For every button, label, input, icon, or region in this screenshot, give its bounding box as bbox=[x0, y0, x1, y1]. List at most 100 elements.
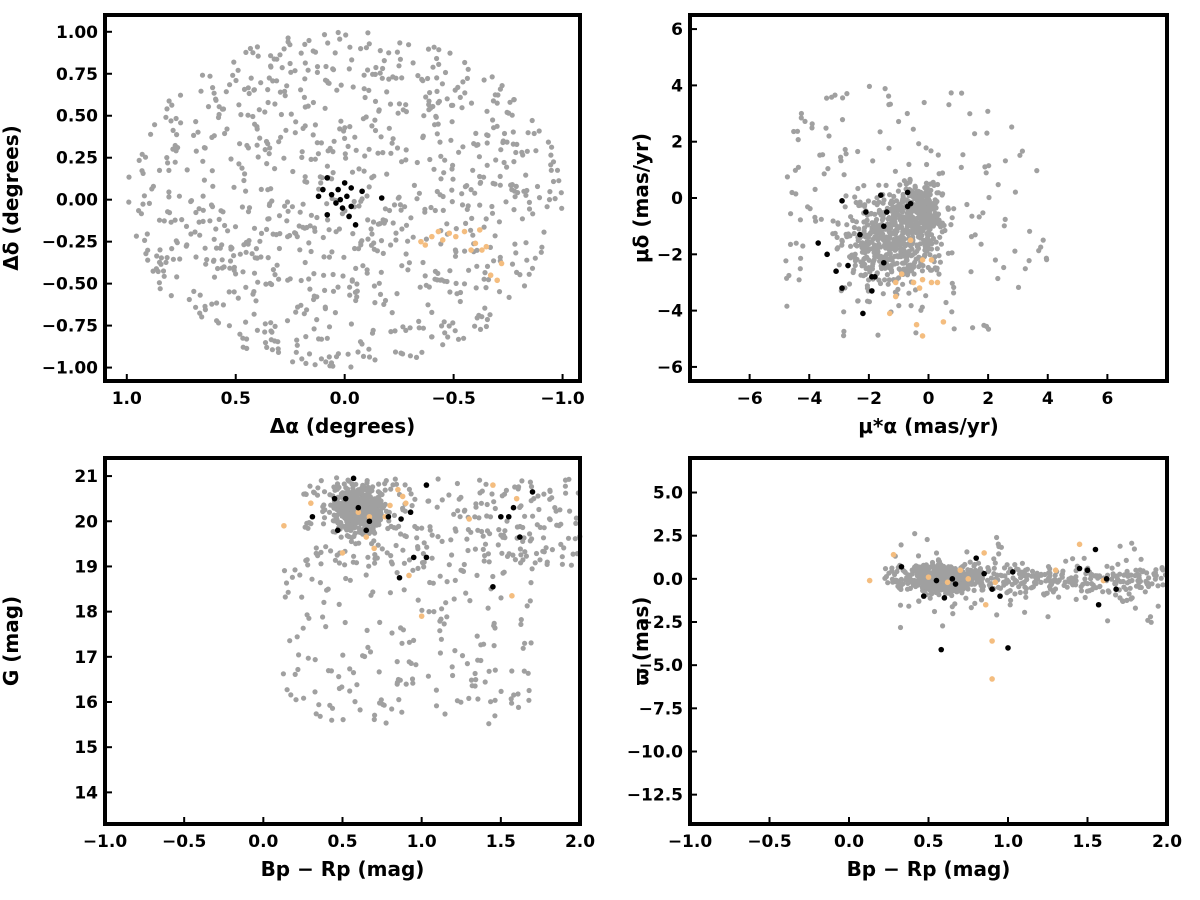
field-star-point bbox=[386, 207, 393, 214]
field-star-point bbox=[920, 200, 927, 206]
field-star-point bbox=[1040, 237, 1046, 243]
y-tick-label: 2.5 bbox=[653, 527, 683, 547]
field-star-point bbox=[1070, 556, 1076, 562]
field-star-point bbox=[265, 87, 271, 93]
field-star-point bbox=[136, 157, 142, 163]
field-star-point bbox=[359, 341, 365, 347]
field-star-point bbox=[530, 513, 536, 519]
field-star-point bbox=[335, 284, 341, 290]
field-star-point bbox=[210, 85, 216, 91]
field-star-point bbox=[849, 252, 855, 258]
field-star-point bbox=[197, 292, 203, 298]
field-star-point bbox=[354, 492, 361, 498]
field-star-point bbox=[158, 261, 164, 267]
field-star-point bbox=[1033, 575, 1039, 581]
field-star-point bbox=[297, 247, 303, 253]
field-star-point bbox=[1052, 572, 1058, 578]
field-star-point bbox=[365, 67, 371, 73]
field-star-point bbox=[292, 68, 298, 74]
field-star-point bbox=[277, 52, 283, 58]
field-star-point bbox=[562, 483, 569, 489]
field-star-point bbox=[1078, 588, 1085, 594]
field-star-point bbox=[522, 640, 528, 646]
field-star-point bbox=[483, 323, 489, 330]
field-star-point bbox=[336, 226, 342, 232]
field-star-point bbox=[399, 159, 405, 165]
field-star-point bbox=[301, 695, 307, 701]
field-star-point bbox=[302, 41, 308, 48]
group2-star-point bbox=[479, 247, 485, 253]
field-star-point bbox=[388, 150, 394, 156]
y-tick-label: −7.5 bbox=[639, 699, 683, 719]
field-star-point bbox=[378, 134, 384, 140]
field-star-point bbox=[933, 585, 939, 591]
cluster-star-point bbox=[880, 223, 887, 229]
field-star-point bbox=[860, 260, 866, 266]
field-star-point bbox=[275, 346, 281, 352]
field-star-point bbox=[1047, 566, 1053, 572]
x-tick-label: 0.5 bbox=[221, 389, 251, 409]
field-star-point bbox=[387, 590, 393, 596]
field-star-point bbox=[245, 145, 251, 151]
field-star-point bbox=[870, 259, 876, 265]
group2-star-point bbox=[490, 482, 496, 488]
field-star-point bbox=[183, 223, 190, 229]
field-star-point bbox=[482, 270, 488, 276]
field-star-point bbox=[452, 87, 458, 93]
field-star-point bbox=[336, 484, 342, 490]
field-star-point bbox=[302, 104, 308, 110]
field-star-point bbox=[501, 159, 507, 166]
field-star-point bbox=[372, 517, 378, 523]
field-star-point bbox=[255, 53, 261, 59]
field-star-point bbox=[264, 226, 270, 232]
field-star-point bbox=[397, 40, 403, 46]
field-star-point bbox=[376, 669, 382, 675]
x-tick-label: 2.0 bbox=[1152, 832, 1182, 852]
field-star-point bbox=[306, 351, 313, 357]
field-star-point bbox=[411, 637, 417, 644]
group2-star-point bbox=[403, 500, 409, 506]
group2-star-point bbox=[890, 551, 897, 558]
field-star-point bbox=[245, 112, 251, 118]
field-star-point bbox=[919, 578, 925, 584]
field-star-point bbox=[473, 285, 479, 291]
field-star-point bbox=[877, 253, 883, 259]
y-axis-label: G (mag) bbox=[0, 596, 23, 686]
field-star-point bbox=[454, 480, 460, 487]
group2-star-point bbox=[439, 237, 446, 243]
field-star-point bbox=[362, 94, 368, 101]
field-star-point bbox=[928, 591, 934, 597]
field-star-point bbox=[951, 284, 957, 290]
field-star-point bbox=[898, 576, 905, 582]
field-star-point bbox=[396, 697, 402, 703]
field-star-point bbox=[1132, 605, 1138, 611]
field-star-point bbox=[452, 328, 458, 334]
field-star-point bbox=[875, 223, 881, 229]
field-star-point bbox=[205, 104, 212, 110]
field-star-point bbox=[1008, 597, 1014, 603]
field-star-point bbox=[310, 132, 316, 138]
field-star-point bbox=[267, 145, 273, 151]
field-star-point bbox=[520, 645, 526, 651]
field-star-point bbox=[869, 220, 875, 226]
field-star-point bbox=[499, 550, 505, 556]
field-star-point bbox=[258, 254, 264, 260]
field-star-point bbox=[892, 253, 898, 259]
field-star-point bbox=[426, 98, 432, 104]
field-star-point bbox=[463, 220, 469, 226]
field-star-point bbox=[875, 332, 881, 338]
field-star-point bbox=[453, 226, 459, 232]
field-star-point bbox=[524, 148, 530, 154]
field-star-point bbox=[432, 268, 438, 274]
field-star-point bbox=[472, 683, 478, 689]
field-star-point bbox=[213, 245, 220, 251]
field-star-point bbox=[371, 716, 377, 723]
field-star-point bbox=[166, 189, 172, 195]
field-star-point bbox=[523, 172, 529, 178]
field-star-point bbox=[352, 134, 358, 140]
field-star-point bbox=[382, 487, 388, 493]
group2-star-point bbox=[982, 601, 989, 608]
field-star-point bbox=[924, 248, 930, 254]
field-star-point bbox=[202, 245, 208, 251]
